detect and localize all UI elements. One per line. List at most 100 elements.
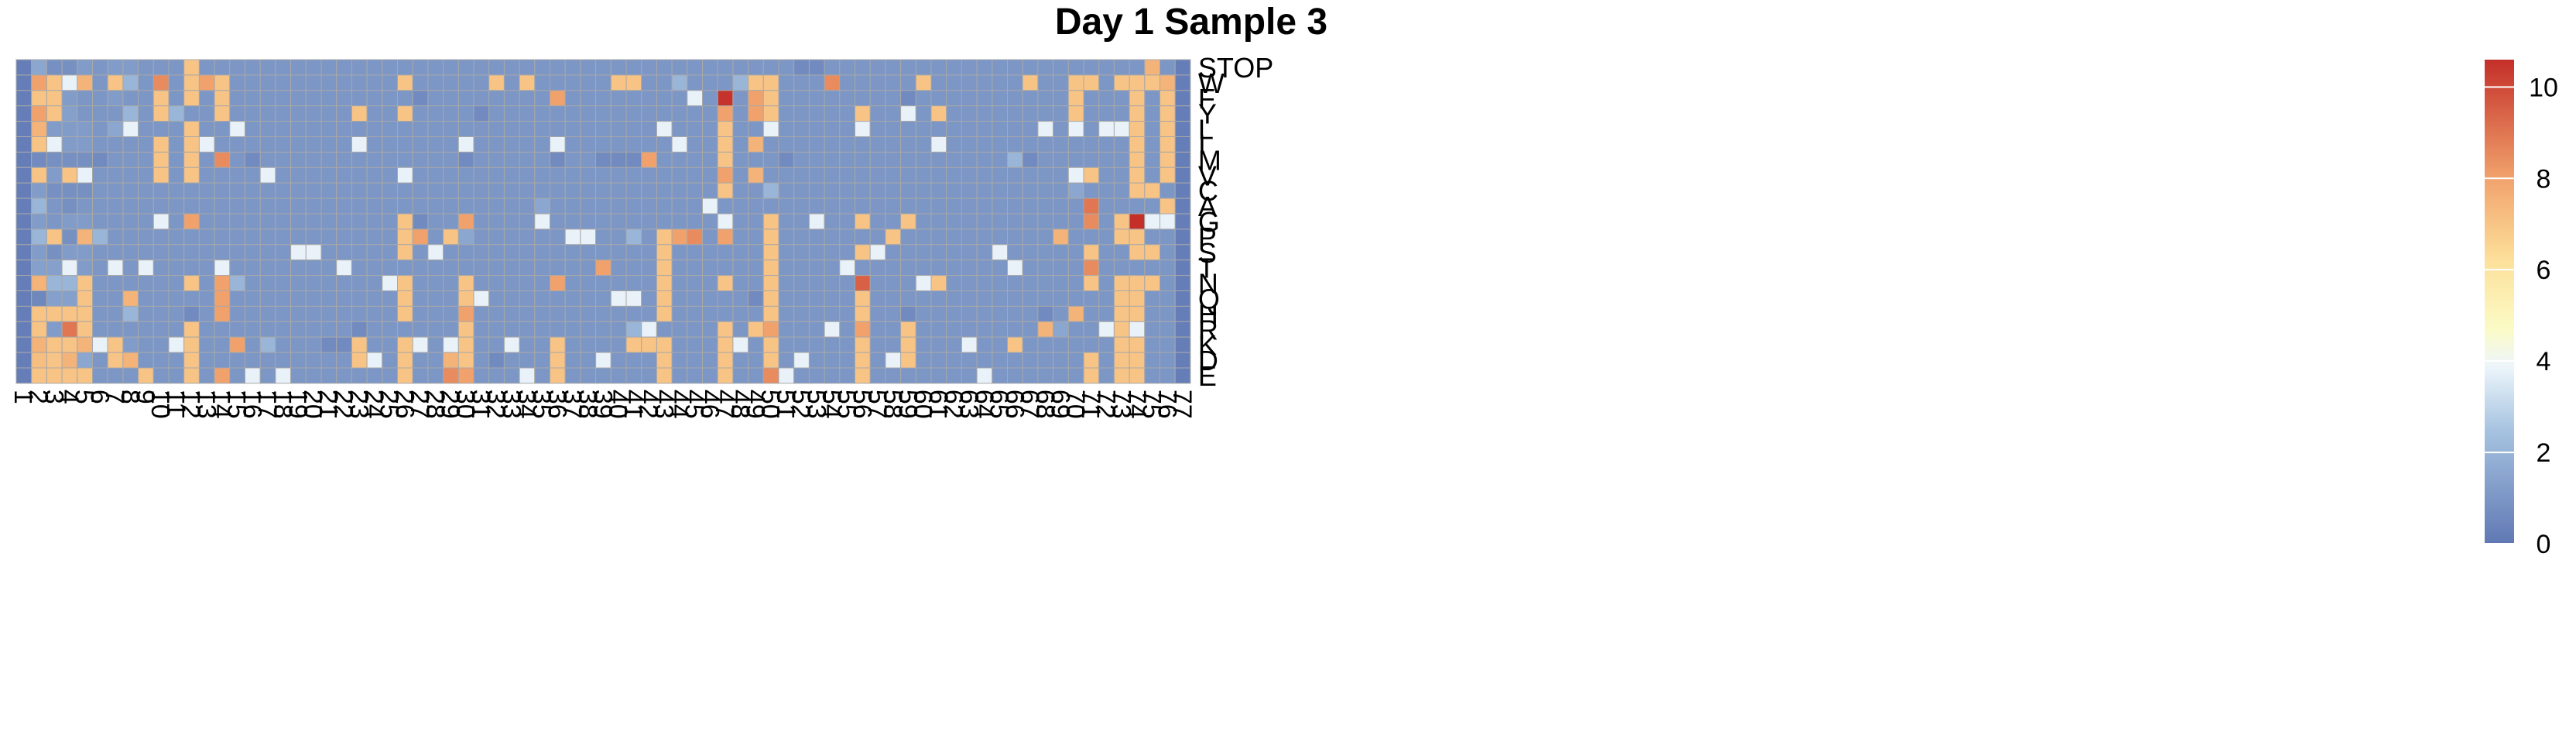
heatmap-cell: [336, 59, 352, 76]
heatmap-cell: [702, 228, 718, 246]
heatmap-cell: [564, 305, 581, 322]
heatmap-cell: [519, 259, 536, 277]
column-label: 75: [1137, 390, 1166, 419]
column-label: 21: [313, 390, 343, 419]
heatmap-cell: [702, 259, 718, 277]
heatmap-cell: [839, 259, 856, 277]
heatmap-cell: [885, 90, 902, 107]
heatmap-cell: [961, 305, 978, 322]
colorbar-tick-label: 6: [2537, 256, 2551, 285]
heatmap-cell: [351, 121, 368, 138]
heatmap-cell: [503, 105, 520, 122]
heatmap-cell: [488, 213, 505, 230]
heatmap-cell: [122, 182, 139, 199]
heatmap-cell: [885, 198, 902, 215]
heatmap-cell: [488, 167, 505, 184]
heatmap-cell: [77, 336, 94, 353]
heatmap-cell: [534, 290, 550, 307]
heatmap-cell: [107, 136, 124, 153]
heatmap-cell: [366, 167, 383, 184]
colorbar-tick-label: 10: [2529, 73, 2558, 102]
heatmap-cell: [168, 305, 185, 322]
heatmap-cell: [229, 321, 245, 338]
heatmap-cell: [702, 59, 718, 76]
heatmap-cell: [382, 198, 398, 215]
heatmap-cell: [259, 74, 276, 91]
heatmap-cell: [245, 59, 261, 76]
heatmap-cell: [992, 90, 1009, 107]
heatmap-cell: [1129, 228, 1146, 246]
heatmap-cell: [15, 336, 33, 353]
heatmap-cell: [793, 59, 810, 76]
heatmap-cell: [183, 182, 200, 199]
heatmap-cell: [92, 321, 108, 338]
heatmap-cell: [107, 74, 124, 91]
heatmap-cell: [1022, 167, 1039, 184]
heatmap-cell: [245, 182, 261, 199]
heatmap-cell: [595, 121, 611, 138]
heatmap-cell: [107, 151, 124, 168]
heatmap-cell: [915, 367, 932, 384]
heatmap-cell: [702, 213, 718, 230]
heatmap-cell: [1113, 321, 1130, 338]
heatmap-cell: [839, 136, 856, 153]
heatmap-cell: [976, 167, 993, 184]
heatmap-cell: [808, 105, 825, 122]
heatmap-cell: [855, 90, 871, 107]
heatmap-cell: [1007, 275, 1023, 292]
heatmap-cell: [427, 352, 444, 369]
heatmap-cell: [534, 74, 550, 91]
heatmap-cell: [46, 167, 63, 184]
heatmap-cell: [961, 275, 978, 292]
heatmap-cell: [351, 136, 368, 153]
heatmap-cell: [762, 151, 779, 168]
heatmap-cell: [808, 367, 825, 384]
heatmap-cell: [320, 198, 337, 215]
heatmap-cell: [595, 136, 611, 153]
heatmap-cell: [656, 90, 673, 107]
heatmap-cell: [824, 275, 841, 292]
heatmap-cell: [808, 74, 825, 91]
heatmap-cell: [214, 275, 231, 292]
column-label: 4: [54, 390, 84, 404]
row-label: W: [1198, 67, 1225, 99]
heatmap-cell: [808, 275, 825, 292]
heatmap-cell: [793, 105, 810, 122]
heatmap-cell: [717, 90, 734, 107]
heatmap-cell: [625, 259, 642, 277]
heatmap-cell: [46, 121, 63, 138]
heatmap-cell: [1113, 305, 1130, 322]
heatmap-cell: [305, 105, 322, 122]
heatmap-cell: [168, 105, 185, 122]
heatmap-cell: [412, 198, 429, 215]
column-label: 8: [115, 390, 145, 404]
heatmap-cell: [15, 290, 33, 307]
heatmap-cell: [732, 105, 749, 122]
heatmap-cell: [1144, 136, 1161, 153]
heatmap-cell: [961, 290, 978, 307]
heatmap-cell: [412, 151, 429, 168]
heatmap-cell: [259, 336, 276, 353]
heatmap-cell: [382, 321, 398, 338]
heatmap-cell: [290, 290, 307, 307]
heatmap-cell: [351, 290, 368, 307]
heatmap-cell: [473, 321, 490, 338]
heatmap-cell: [732, 198, 749, 215]
heatmap-cell: [46, 74, 63, 91]
heatmap-cell: [930, 290, 947, 307]
heatmap-cell: [168, 244, 185, 261]
heatmap-cell: [961, 167, 978, 184]
heatmap-cell: [290, 74, 307, 91]
heatmap-cell: [198, 213, 215, 230]
heatmap-cell: [1160, 167, 1176, 184]
heatmap-cell: [336, 121, 352, 138]
heatmap-cell: [382, 182, 398, 199]
heatmap-cell: [488, 275, 505, 292]
heatmap-cell: [443, 305, 459, 322]
heatmap-cell: [152, 198, 170, 215]
heatmap-cell: [748, 121, 764, 138]
heatmap-cell: [671, 167, 688, 184]
heatmap-cell: [1174, 167, 1191, 184]
heatmap-cell: [762, 290, 779, 307]
